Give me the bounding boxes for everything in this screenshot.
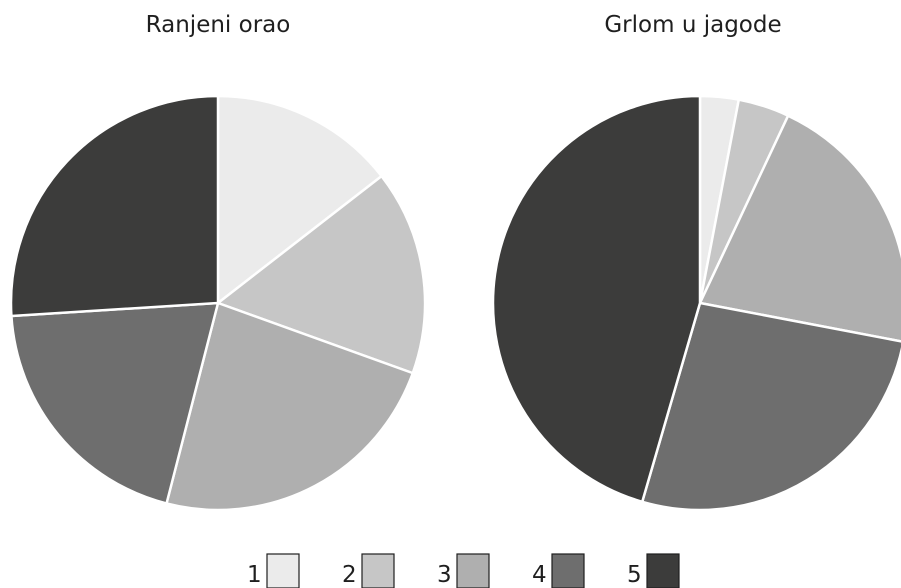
legend-swatch-2	[361, 553, 395, 588]
pie-slices-grlom-u-jagode	[491, 94, 901, 512]
pie-slice-1-category-4	[10, 301, 220, 505]
legend-label-2: 2	[342, 562, 357, 588]
pie-chart-grlom-u-jagode: Grlom u jagode	[491, 12, 901, 512]
chart-title-grlom-u-jagode: Grlom u jagode	[604, 12, 781, 38]
pie-slice-1-category-5	[9, 94, 220, 318]
pie-slice-1-category-1	[216, 94, 383, 305]
legend-swatch-1	[266, 553, 300, 588]
legend-label-5: 5	[627, 562, 642, 588]
legend-item-3: 3	[437, 553, 490, 588]
legend-swatch-5	[646, 553, 680, 588]
pie-slice-2-category-4	[641, 301, 901, 512]
pie-slice-1-category-2	[216, 174, 427, 375]
legend-label-1: 1	[247, 562, 262, 588]
legend-item-2: 2	[342, 553, 395, 588]
legend-label-4: 4	[532, 562, 547, 588]
pie-slices-ranjeni-orao	[9, 94, 427, 512]
legend: 1 2 3 4 5	[247, 553, 680, 588]
legend-item-5: 5	[627, 553, 680, 588]
legend-label-3: 3	[437, 562, 452, 588]
chart-title-ranjeni-orao: Ranjeni orao	[146, 12, 291, 38]
legend-swatch-4	[551, 553, 585, 588]
pie-slice-2-category-5	[491, 94, 702, 504]
pie-slice-1-category-3	[165, 301, 415, 512]
legend-item-1: 1	[247, 553, 300, 588]
pie-chart-ranjeni-orao: Ranjeni orao	[9, 12, 427, 512]
legend-item-4: 4	[532, 553, 585, 588]
pie-slice-2-category-3	[698, 114, 901, 343]
legend-swatch-3	[456, 553, 490, 588]
